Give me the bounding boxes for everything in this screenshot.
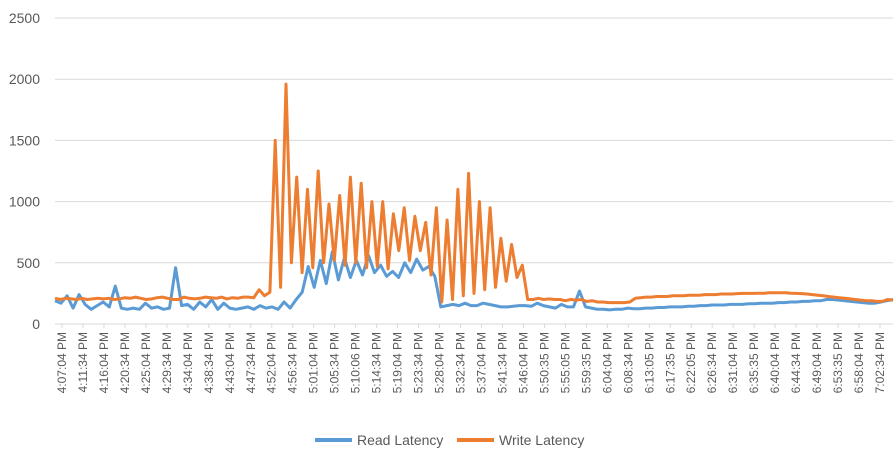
y-axis-ticks: 0 500 1000 1500 2000 2500	[9, 10, 40, 332]
series-line-write-latency	[54, 82, 894, 305]
x-tick-label: 4:34:04 PM	[181, 332, 195, 393]
x-tick-label: 5:05:34 PM	[328, 332, 342, 393]
gridlines	[55, 17, 893, 325]
x-tick-label: 6:44:34 PM	[789, 332, 803, 393]
x-tick-label: 5:37:04 PM	[474, 332, 488, 393]
x-tick-label: 6:53:35 PM	[831, 332, 845, 393]
x-tick-label: 5:46:04 PM	[516, 332, 530, 393]
x-tick-label: 6:17:35 PM	[663, 332, 677, 393]
y-tick-label: 1500	[9, 132, 40, 148]
x-tick-label: 5:10:06 PM	[349, 332, 363, 393]
x-tick-label: 5:23:34 PM	[412, 332, 426, 393]
y-tick-label: 2000	[9, 71, 40, 87]
series-lines	[54, 82, 894, 312]
y-tick-label: 0	[32, 316, 40, 332]
x-tick-label: 6:26:34 PM	[705, 332, 719, 393]
y-tick-label: 500	[17, 255, 41, 271]
y-tick-label: 2500	[9, 10, 40, 26]
x-tick-label: 5:01:04 PM	[307, 332, 321, 393]
x-tick-label: 6:08:34 PM	[621, 332, 635, 393]
x-tick-label: 6:49:04 PM	[810, 332, 824, 393]
x-axis-ticks: 4:07:04 PM 4:11:34 PM 4:16:04 PM 4:20:34 PM…	[55, 324, 887, 393]
x-tick-label: 6:58:04 PM	[852, 332, 866, 393]
x-tick-label: 4:11:34 PM	[76, 332, 90, 392]
legend: Read Latency Write Latency	[315, 432, 584, 448]
x-tick-label: 4:20:34 PM	[118, 332, 132, 393]
x-tick-label: 4:29:34 PM	[160, 332, 174, 393]
x-tick-label: 5:14:34 PM	[370, 332, 384, 393]
legend-label: Write Latency	[499, 432, 584, 448]
x-tick-label: 6:22:05 PM	[684, 332, 698, 393]
x-tick-label: 4:07:04 PM	[55, 332, 69, 393]
x-tick-label: 4:47:34 PM	[244, 332, 258, 393]
x-tick-label: 5:59:35 PM	[579, 332, 593, 393]
x-tick-label: 6:04:04 PM	[600, 332, 614, 393]
x-tick-label: 6:40:04 PM	[768, 332, 782, 393]
x-tick-label: 4:16:04 PM	[97, 332, 111, 393]
x-tick-label: 5:28:04 PM	[433, 332, 447, 393]
x-tick-label: 5:41:34 PM	[495, 332, 509, 393]
x-tick-label: 6:31:04 PM	[726, 332, 740, 393]
x-tick-label: 5:19:04 PM	[391, 332, 405, 393]
series-line-read-latency	[54, 250, 894, 312]
x-tick-label: 7:02:34 PM	[873, 332, 887, 393]
x-tick-label: 6:13:05 PM	[642, 332, 656, 393]
x-tick-label: 4:38:34 PM	[202, 332, 216, 393]
x-tick-label: 4:25:04 PM	[139, 332, 153, 393]
x-tick-label: 5:55:05 PM	[558, 332, 572, 393]
x-tick-label: 5:50:35 PM	[537, 332, 551, 393]
x-tick-label: 4:43:04 PM	[223, 332, 237, 393]
legend-label: Read Latency	[357, 432, 443, 448]
x-tick-label: 5:32:34 PM	[454, 332, 468, 393]
y-tick-label: 1000	[9, 194, 40, 210]
x-tick-label: 4:56:34 PM	[286, 332, 300, 393]
x-tick-label: 6:35:35 PM	[747, 332, 761, 393]
x-tick-label: 4:52:04 PM	[265, 332, 279, 393]
